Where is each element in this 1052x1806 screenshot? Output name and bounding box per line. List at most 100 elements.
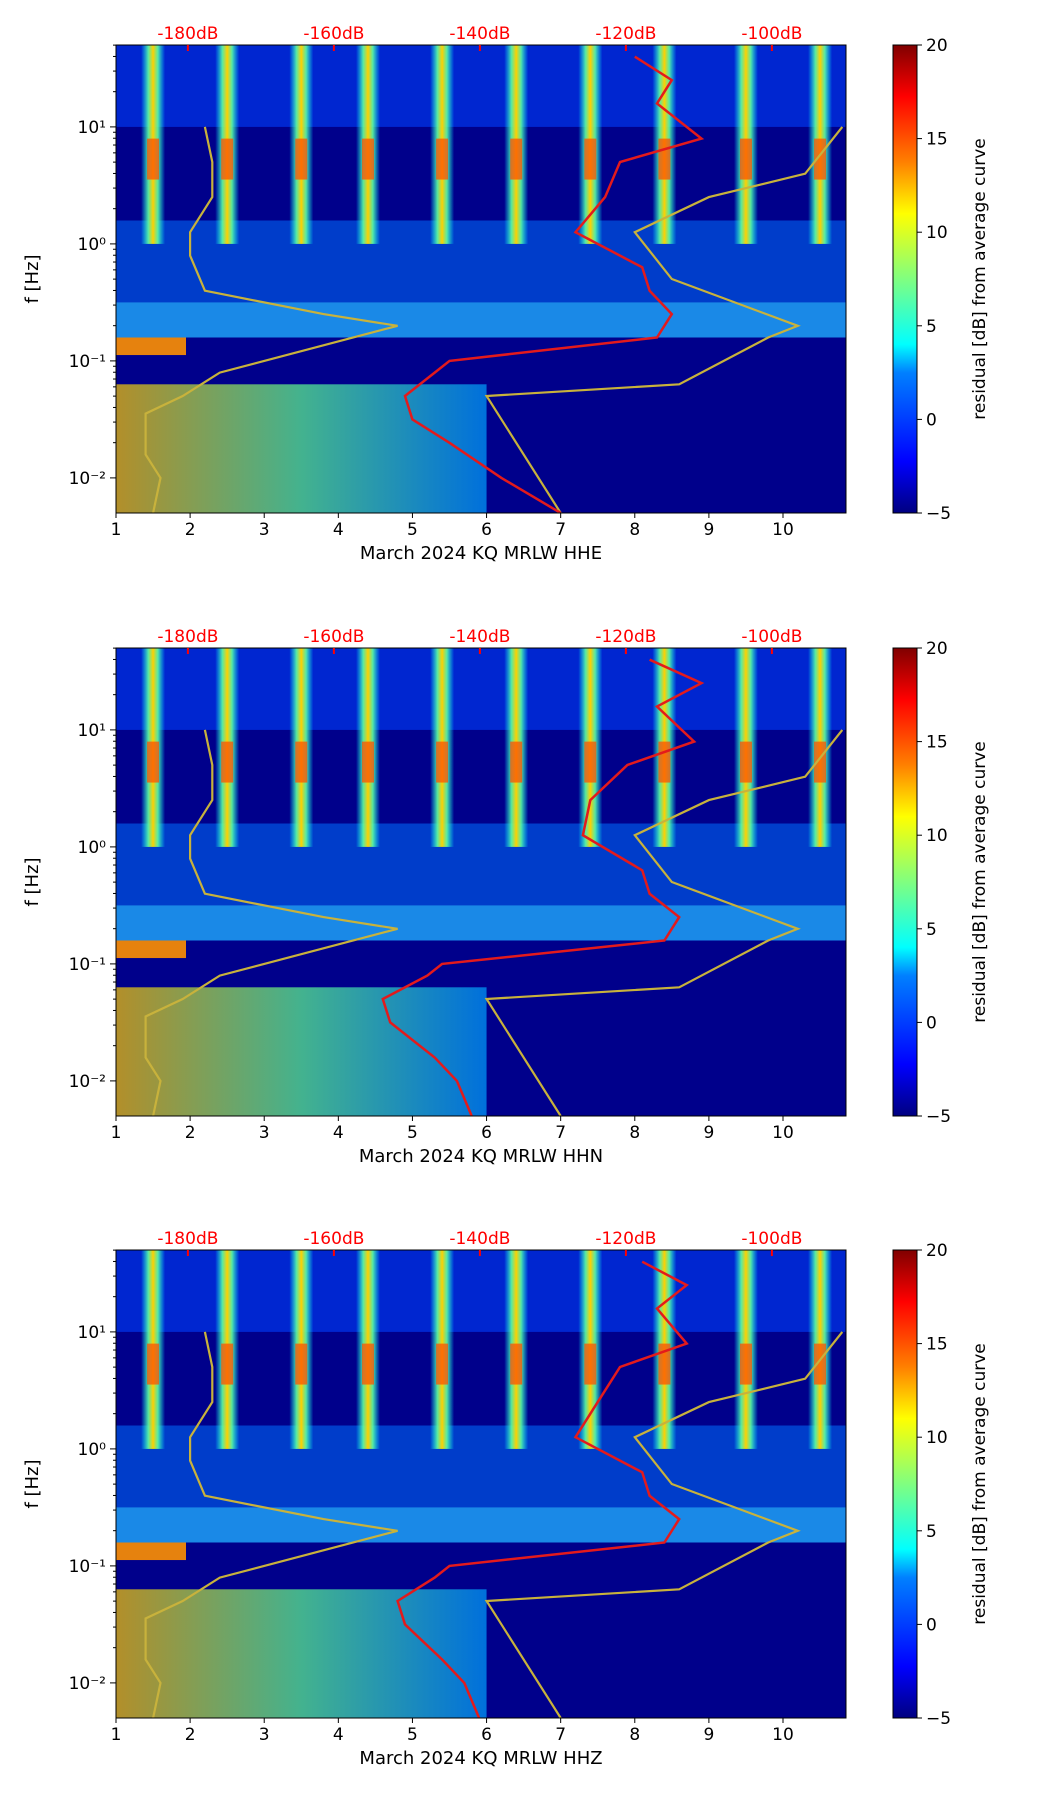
x-tick-label: 7 (555, 1725, 566, 1745)
activity-band-peak-10 (814, 741, 827, 783)
x-tick-label: 4 (333, 520, 344, 540)
activity-band-peak-8 (658, 138, 671, 180)
db-scale-label: -100dB (741, 1229, 802, 1249)
x-tick-label: 10 (772, 1725, 794, 1745)
x-tick-label: 3 (259, 1725, 270, 1745)
x-tick-label: 7 (555, 520, 566, 540)
y-tick-label: 10¹ (78, 721, 106, 741)
y-tick-label: 10¹ (78, 118, 106, 138)
colorbar-gradient (892, 44, 918, 514)
colorbar-tick-label: −5 (926, 1107, 951, 1127)
db-scale-label: -140dB (449, 24, 510, 44)
colorbar-gradient (892, 647, 918, 1117)
activity-band-peak-10 (814, 138, 827, 180)
colorbar-label: residual [dB] from average curve (970, 1343, 990, 1624)
db-scale-label: -100dB (741, 24, 802, 44)
activity-band-peak-8 (658, 1343, 671, 1385)
heatmap-microseism-core (116, 905, 846, 941)
y-tick-label: 10⁻¹ (69, 955, 106, 975)
db-scale-label: -160dB (303, 627, 364, 647)
noise-model-low-curve (144, 126, 398, 513)
heatmap-microseism-core (116, 1507, 846, 1543)
y-tick-label: 10⁻² (69, 469, 106, 489)
colorbar-tick-label: 20 (926, 36, 948, 56)
y-tick-label: 10⁰ (78, 1440, 107, 1460)
db-scale-label: -180dB (157, 24, 218, 44)
x-tick-label: 1 (111, 1123, 122, 1143)
noise-model-high-curve (484, 729, 844, 1116)
heatmap-area (116, 45, 846, 513)
activity-band-peak-3 (295, 741, 308, 783)
heatmap-lowfreq-field (116, 384, 487, 513)
db-scale-label: -180dB (157, 627, 218, 647)
activity-band-peak-1 (147, 1343, 160, 1385)
x-tick-label: 7 (555, 1123, 566, 1143)
activity-band-peak-2 (221, 741, 234, 783)
chart-panel-2: 1 2 3 4 5 6 7 8 9 10 March 2024 KQ MRLW HHN 10¹ 10⁰ 1… (22, 627, 990, 1167)
y-tick-label: 10⁻² (69, 1072, 106, 1092)
db-scale-label: -100dB (741, 627, 802, 647)
colorbar-tick-label: 10 (926, 826, 948, 846)
noise-model-low-curve (144, 1331, 398, 1718)
y-axis-label: f [Hz] (22, 254, 43, 303)
y-axis-label: f [Hz] (22, 1459, 43, 1508)
x-tick-label: 8 (629, 520, 640, 540)
activity-band-peak-5 (436, 1343, 449, 1385)
colorbar-label: residual [dB] from average curve (970, 741, 990, 1022)
heatmap-hotspot (116, 337, 186, 356)
colorbar-tick-label: 15 (926, 733, 948, 753)
activity-band-peak-6 (510, 1343, 523, 1385)
x-tick-label: 9 (703, 1123, 714, 1143)
activity-band-peak-6 (510, 138, 523, 180)
x-tick-label: 1 (111, 1725, 122, 1745)
x-tick-label: 1 (111, 520, 122, 540)
x-tick-label: 8 (629, 1725, 640, 1745)
y-tick-label: 10¹ (78, 1323, 106, 1343)
x-tick-label: 2 (185, 1123, 196, 1143)
median-psd-curve (403, 55, 705, 513)
colorbar-tick-label: 20 (926, 639, 948, 659)
x-axis-label: March 2024 KQ MRLW HHE (360, 543, 602, 564)
y-axis-label: f [Hz] (22, 857, 43, 906)
x-axis-label: March 2024 KQ MRLW HHN (359, 1146, 603, 1167)
colorbar: 20 15 10 5 0 −5 residual [dB] from average cur… (892, 36, 990, 524)
colorbar-tick-label: 15 (926, 130, 948, 150)
colorbar-gradient (892, 1249, 918, 1719)
colorbar-label: residual [dB] from average curve (970, 138, 990, 419)
x-axis-label: March 2024 KQ MRLW HHZ (359, 1748, 602, 1769)
db-scale-label: -160dB (303, 24, 364, 44)
db-scale-label: -140dB (449, 627, 510, 647)
y-tick-label: 10⁻¹ (69, 1557, 106, 1577)
x-tick-label: 9 (703, 1725, 714, 1745)
activity-band-peak-4 (361, 138, 374, 180)
x-tick-label: 5 (407, 520, 418, 540)
colorbar-tick-label: 10 (926, 223, 948, 243)
colorbar-tick-label: −5 (926, 504, 951, 524)
x-tick-label: 3 (259, 520, 270, 540)
y-tick-label: 10⁰ (78, 235, 107, 255)
heatmap-lowfreq-field (116, 1589, 487, 1718)
heatmap-area (116, 1250, 846, 1718)
x-tick-label: 3 (259, 1123, 270, 1143)
activity-band-peak-10 (814, 1343, 827, 1385)
activity-band-peak-5 (436, 741, 449, 783)
activity-band-peak-6 (510, 741, 523, 783)
heatmap-area (116, 648, 846, 1116)
x-tick-label: 2 (185, 1725, 196, 1745)
activity-band-peak-1 (147, 741, 160, 783)
y-tick-label: 10⁰ (78, 838, 107, 858)
colorbar-tick-label: 15 (926, 1335, 948, 1355)
activity-band-peak-7 (584, 138, 597, 180)
activity-band-peak-3 (295, 138, 308, 180)
activity-band-peak-3 (295, 1343, 308, 1385)
median-psd-curve (396, 1260, 689, 1718)
x-tick-label: 4 (333, 1725, 344, 1745)
heatmap-hotspot (116, 940, 186, 959)
colorbar-tick-label: 20 (926, 1241, 948, 1261)
db-scale-label: -120dB (595, 1229, 656, 1249)
colorbar-tick-label: 5 (926, 1522, 937, 1542)
x-tick-label: 5 (407, 1725, 418, 1745)
heatmap-hotspot (116, 1542, 186, 1561)
db-scale-label: -180dB (157, 1229, 218, 1249)
